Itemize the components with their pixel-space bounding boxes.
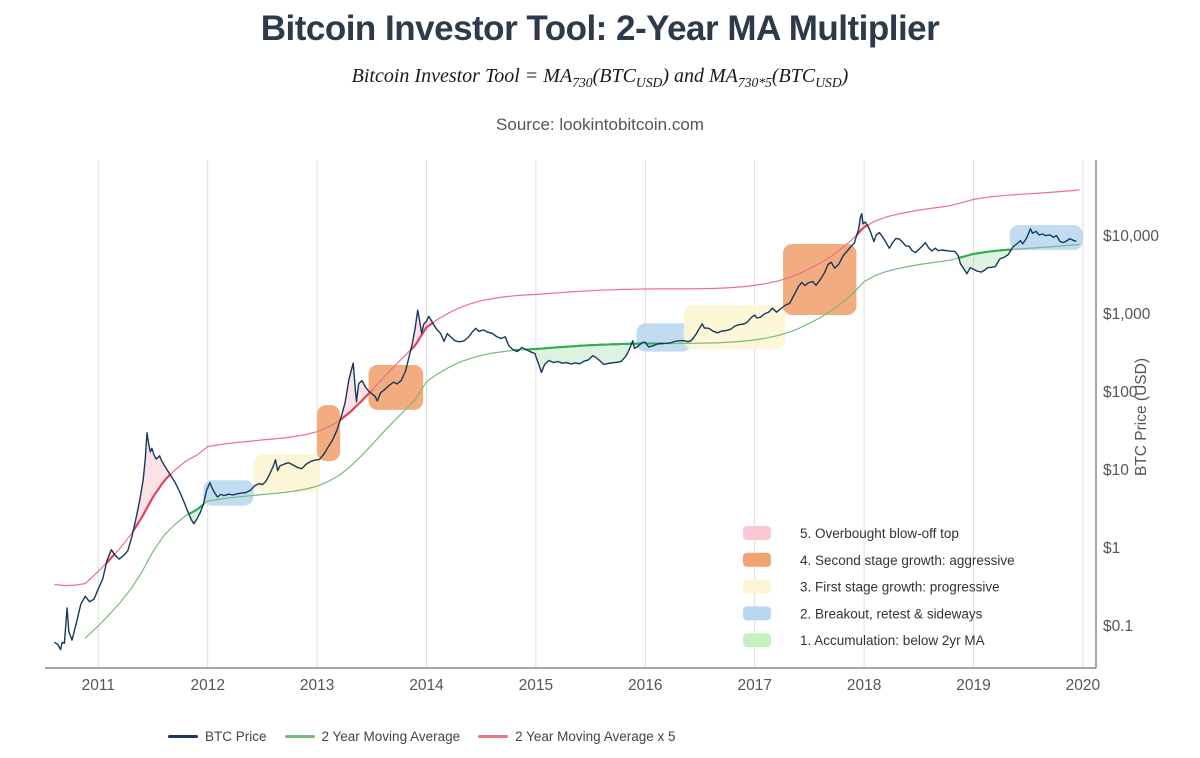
y-tick-0.1: $0.1 [1103,618,1133,635]
x-tick-2016: 2016 [628,677,662,694]
x-tick-2011: 2011 [82,677,115,694]
formula-text: ) [842,65,849,87]
series-legend: BTC Price 2 Year Moving Average 2 Year Mov… [168,729,1200,744]
formula-text: USD [636,75,662,90]
stage-legend-swatch-3 [743,580,771,594]
x-tick-2015: 2015 [519,677,553,694]
legend-item-label: 2 Year Moving Average [322,729,461,744]
formula: Bitcoin Investor Tool = MA730(BTCUSD) an… [0,64,1200,95]
y-tick-10000: $10,000 [1103,228,1159,245]
stage-legend-label-3: 3. First stage growth: progressive [800,580,1000,595]
formula-text: 730 [572,75,592,90]
x-tick-2013: 2013 [300,677,334,694]
stage-legend-label-2: 2. Breakout, retest & sideways [800,606,983,621]
x-tick-2014: 2014 [409,677,444,694]
stage-box-2-7 [1010,225,1083,250]
x-tick-2019: 2019 [956,677,990,694]
x-tick-2020: 2020 [1066,677,1101,694]
stage-box-4-3 [369,365,424,410]
y-axis-title: BTC Price (USD) [1133,358,1150,476]
y-tick-1: $1 [1103,540,1120,557]
x-tick-2012: 2012 [190,677,224,694]
page: Bitcoin Investor Tool: 2-Year MA Multipl… [0,8,1200,744]
stage-legend-swatch-4 [743,553,771,567]
legend-line-swatch [168,735,198,738]
stage-box-3-1 [254,454,321,492]
x-tick-2017: 2017 [737,677,771,694]
chart-canvas: 2011 2012 2013 2014 2015 2016 2017 2018 2019 2020… [0,155,1200,715]
stage-legend-swatch-5 [743,526,771,540]
legend-item-label: BTC Price [205,729,267,744]
formula-text: (BTC [772,65,815,87]
formula-text: (BTC [593,65,636,87]
formula-text: 730*5 [738,75,772,90]
source-caption: Source: lookintobitcoin.com [0,115,1200,135]
formula-text: ) and MA [662,65,738,87]
legend-line-swatch [478,735,508,738]
stage-legend-label-4: 4. Second stage growth: aggressive [800,553,1015,568]
stage-legend-swatch-2 [743,606,771,620]
page-title: Bitcoin Investor Tool: 2-Year MA Multipl… [0,8,1200,50]
y-tick-1000: $1,000 [1103,306,1151,323]
stage-legend-label-1: 1. Accumulation: below 2yr MA [800,633,985,648]
stage-box-4-2 [317,405,340,461]
stage-legend-label-5: 5. Overbought blow-off top [800,526,959,541]
legend-item-2-year-moving-average-x-5[interactable]: 2 Year Moving Average x 5 [478,729,675,744]
y-tick-10: $10 [1103,462,1129,479]
x-tick-2018: 2018 [847,677,881,694]
legend-item-label: 2 Year Moving Average x 5 [515,729,675,744]
legend-item-2-year-moving-average[interactable]: 2 Year Moving Average [285,729,461,744]
legend-line-swatch [285,735,315,738]
legend-item-btc-price[interactable]: BTC Price [168,729,267,744]
stage-box-2-4 [637,323,692,351]
stage-legend-swatch-1 [743,633,771,647]
formula-text: Bitcoin Investor Tool = MA [352,65,573,87]
formula-text: USD [815,75,841,90]
